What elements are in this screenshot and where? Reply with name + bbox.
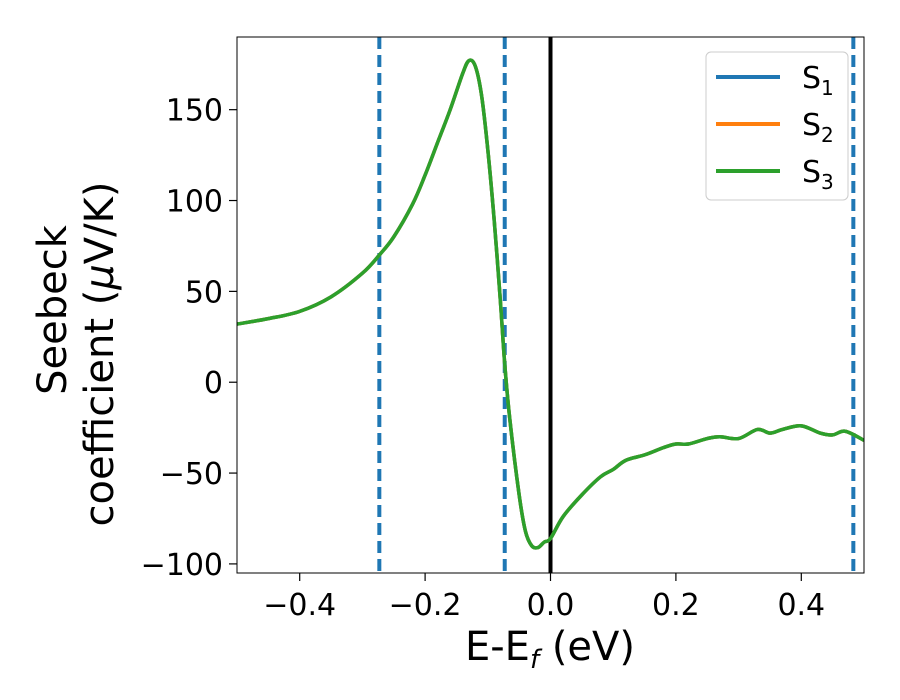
y-tick-label: 150 xyxy=(166,94,223,129)
y-tick-label: 50 xyxy=(185,275,223,310)
x-tick-label: 0.0 xyxy=(527,588,575,623)
x-tick-label: −0.4 xyxy=(263,588,336,623)
x-axis-ticks: −0.4 −0.2 0.0 0.2 0.4 xyxy=(263,573,825,623)
y-axis-ticks: −100 −50 0 50 100 150 xyxy=(141,94,237,583)
y-tick-label: −50 xyxy=(160,457,223,492)
legend-label-s1: S1 xyxy=(802,61,834,100)
y-tick-label: 0 xyxy=(204,366,223,401)
x-axis-label: E-Ef (eV) xyxy=(465,624,635,675)
series-line-s3 xyxy=(237,58,864,550)
x-tick-label: −0.2 xyxy=(389,588,462,623)
x-label-tail: (eV) xyxy=(539,624,635,670)
x-tick-label: 0.4 xyxy=(777,588,825,623)
legend-entry-s1: S1 xyxy=(716,61,834,100)
legend-entry-s3: S3 xyxy=(716,155,834,194)
reference-lines xyxy=(377,37,856,573)
y-tick-label: −100 xyxy=(141,548,223,583)
y-label-text: coefficient ( xyxy=(77,290,123,527)
series-lines xyxy=(237,58,864,550)
y-tick-label: 100 xyxy=(166,185,223,220)
legend-label-s2: S2 xyxy=(802,108,834,147)
legend-label-s3: S3 xyxy=(802,155,834,194)
legend: S1 S2 S3 xyxy=(705,51,849,201)
x-tick-label: 0.2 xyxy=(652,588,700,623)
legend-entry-s2: S2 xyxy=(716,108,834,147)
y-axis-label-line2: coefficient (μV/K) xyxy=(77,182,123,527)
x-label-main: E-E xyxy=(465,624,530,670)
y-label-mu: μ xyxy=(77,264,123,290)
y-label-unit: V/K) xyxy=(77,182,123,265)
y-axis-label-line1: Seebeck xyxy=(30,224,76,395)
